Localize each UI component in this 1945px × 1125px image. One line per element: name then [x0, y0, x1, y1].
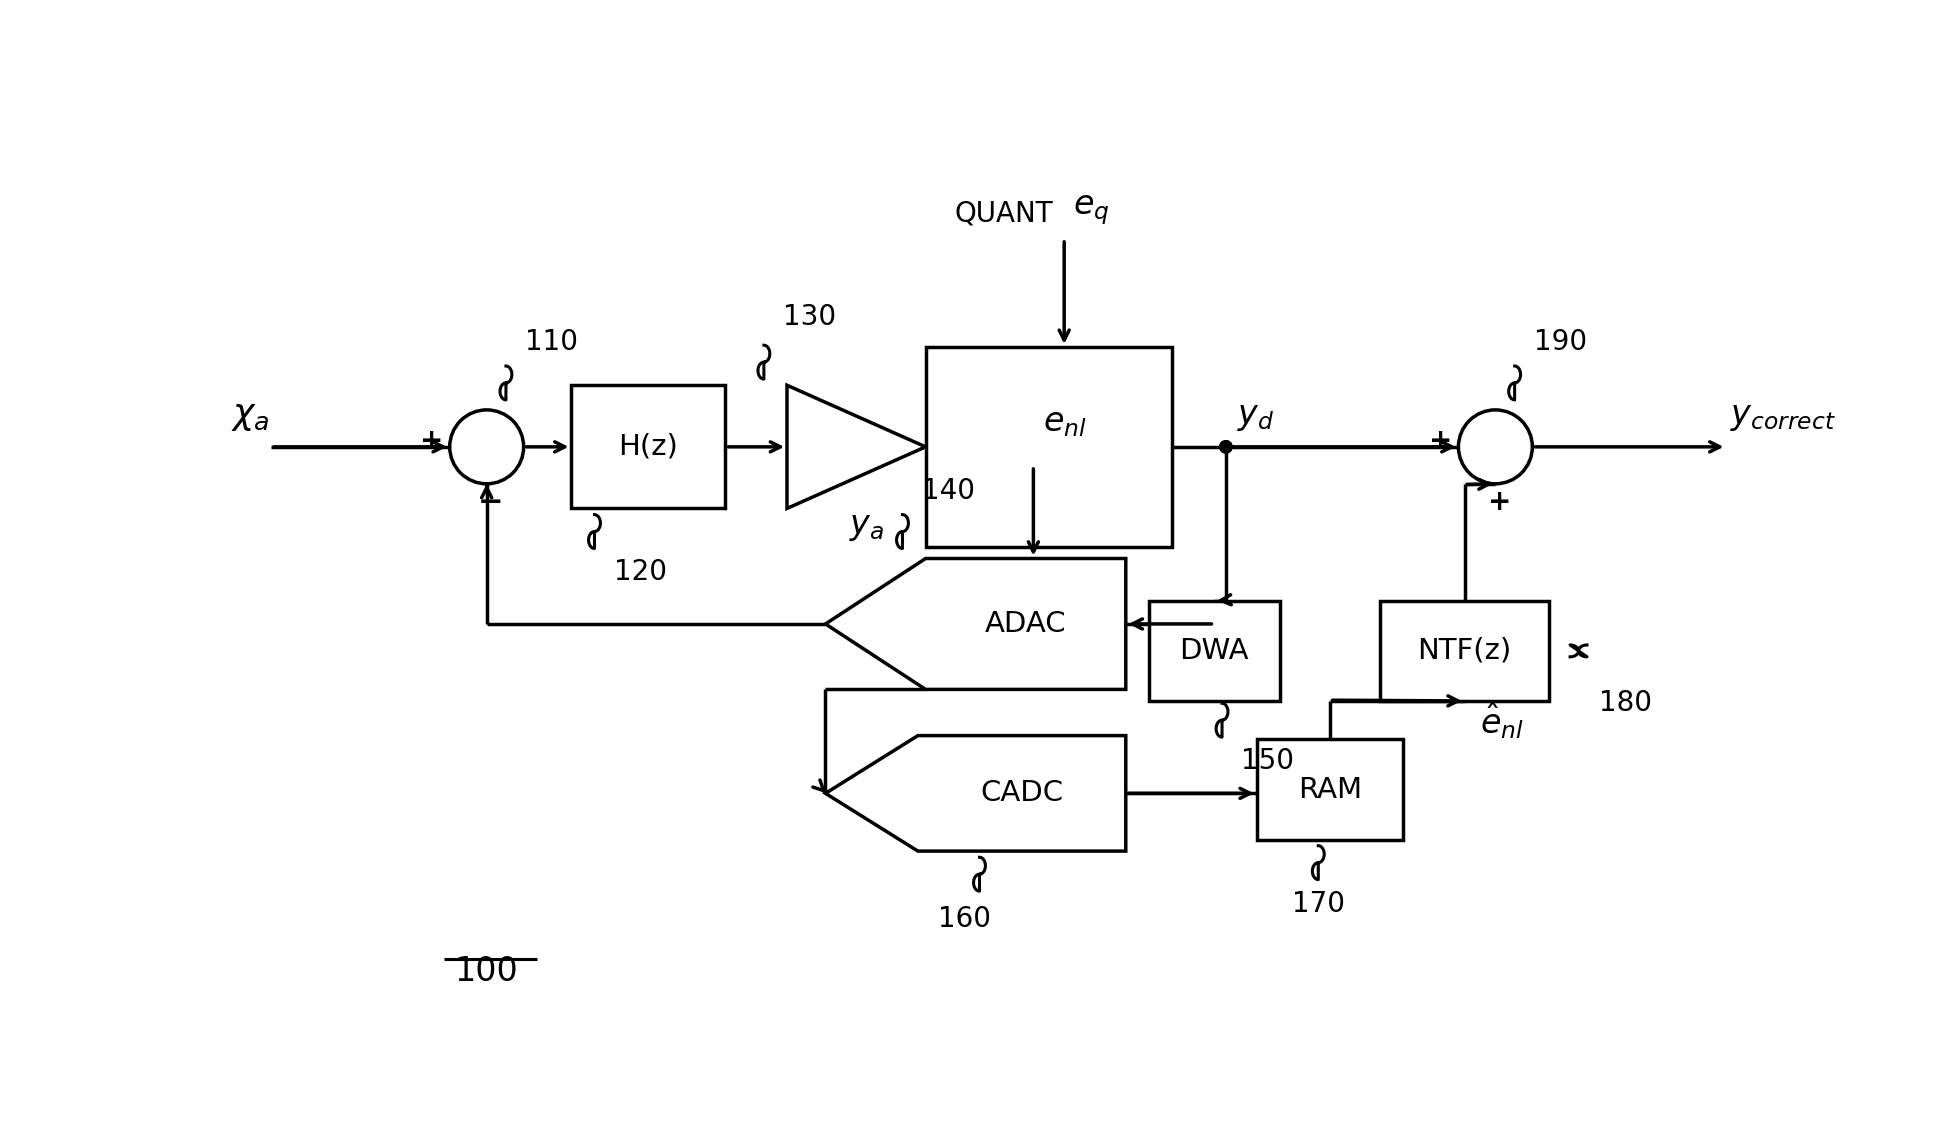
Text: 120: 120 — [615, 558, 667, 586]
Text: $e_q$: $e_q$ — [1074, 193, 1111, 227]
Text: +: + — [420, 426, 443, 454]
Text: 110: 110 — [525, 328, 578, 356]
Text: $y_{correct}$: $y_{correct}$ — [1731, 400, 1836, 433]
Text: DWA: DWA — [1179, 637, 1249, 665]
Bar — [1256, 739, 1402, 839]
Polygon shape — [825, 736, 1126, 852]
Circle shape — [1220, 441, 1231, 453]
Text: $\hat{e}_{nl}$: $\hat{e}_{nl}$ — [1480, 700, 1525, 740]
Text: +: + — [1430, 426, 1453, 454]
Circle shape — [449, 410, 523, 484]
Polygon shape — [825, 558, 1126, 690]
Text: 150: 150 — [1241, 747, 1293, 775]
Text: 190: 190 — [1535, 328, 1587, 356]
Text: 100: 100 — [455, 955, 519, 988]
Text: $\chi_a$: $\chi_a$ — [231, 399, 270, 433]
Circle shape — [1220, 441, 1231, 453]
Text: H(z): H(z) — [619, 433, 679, 461]
Polygon shape — [788, 385, 926, 509]
Text: +: + — [1488, 487, 1511, 515]
Text: ADAC: ADAC — [984, 610, 1066, 638]
Bar — [1379, 601, 1550, 701]
Text: 180: 180 — [1599, 690, 1653, 718]
Circle shape — [1459, 410, 1533, 484]
Text: 160: 160 — [937, 904, 990, 933]
Text: −: − — [478, 487, 504, 516]
Text: RAM: RAM — [1297, 775, 1362, 803]
Text: $y_a$: $y_a$ — [848, 510, 883, 543]
Text: CADC: CADC — [980, 780, 1064, 808]
Text: 170: 170 — [1291, 890, 1344, 918]
Text: $e_{nl}$: $e_{nl}$ — [1043, 406, 1087, 439]
Text: $y_d$: $y_d$ — [1237, 400, 1276, 433]
Text: 140: 140 — [922, 477, 974, 505]
Bar — [1149, 601, 1280, 701]
Bar — [926, 346, 1173, 547]
Bar — [572, 385, 725, 509]
Text: QUANT: QUANT — [953, 199, 1052, 227]
Text: 130: 130 — [784, 304, 836, 332]
Text: NTF(z): NTF(z) — [1418, 637, 1511, 665]
